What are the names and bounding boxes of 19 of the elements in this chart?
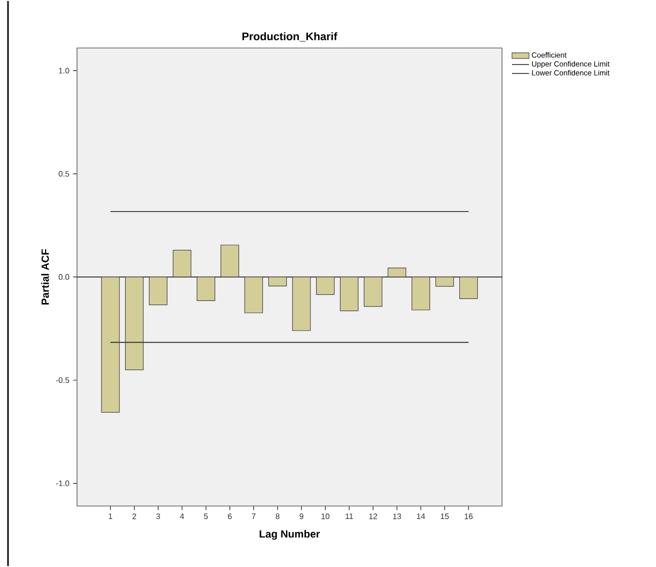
bar	[244, 276, 263, 314]
chart-title: Production_Kharif	[242, 32, 338, 42]
bar	[388, 268, 406, 278]
bar	[268, 276, 287, 286]
x-axis-title: Lag Number	[260, 530, 320, 540]
bar	[220, 244, 240, 278]
bar	[172, 250, 192, 278]
bar	[459, 276, 478, 299]
bar	[340, 276, 358, 312]
bar	[435, 276, 454, 287]
bar	[125, 276, 144, 370]
y-axis-title: Partial ACF	[41, 249, 49, 304]
bar	[101, 276, 120, 413]
bar	[316, 276, 335, 295]
bar	[196, 276, 216, 302]
bar	[292, 276, 311, 331]
bar	[148, 276, 168, 306]
bar	[412, 276, 430, 310]
bar	[364, 276, 382, 307]
